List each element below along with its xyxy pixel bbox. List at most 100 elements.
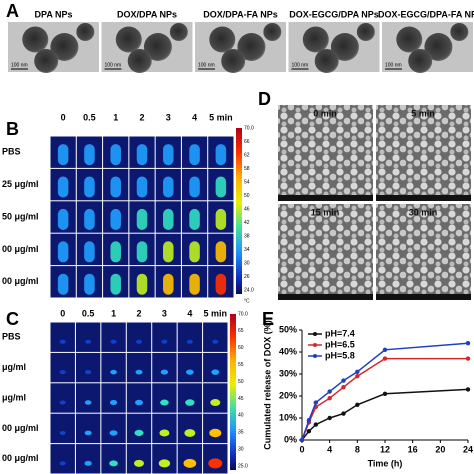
panel-label: B xyxy=(6,119,19,139)
hot-spot xyxy=(210,399,221,407)
column-label: 5 min xyxy=(204,308,228,318)
hot-spot xyxy=(160,369,169,375)
column-label: 3 xyxy=(162,308,167,318)
vial xyxy=(189,208,200,230)
x-tick-label: 8 xyxy=(355,444,360,454)
nanoparticle xyxy=(209,26,236,53)
nanoparticle xyxy=(330,33,359,61)
legend-marker xyxy=(313,354,317,358)
colorbar-label: 70.0 xyxy=(238,311,248,317)
thermal-cell xyxy=(152,413,177,444)
scale-label: 100 nm xyxy=(105,62,122,68)
hot-spot xyxy=(208,458,223,469)
vial xyxy=(215,241,227,263)
x-tick-label: 20 xyxy=(435,444,445,454)
thermal-cell xyxy=(203,413,228,444)
data-point xyxy=(355,374,360,379)
vial xyxy=(189,241,200,263)
hot-spot xyxy=(212,339,219,344)
x-tick-label: 4 xyxy=(327,444,332,454)
row-label: 50 μg/ml xyxy=(2,211,39,221)
scale-label: 100 nm xyxy=(292,62,309,68)
legend-label: pH=7.4 xyxy=(325,328,355,338)
nanoparticle xyxy=(143,33,172,61)
vial xyxy=(215,144,227,166)
nanoparticle xyxy=(302,26,329,53)
row-label: μg/ml xyxy=(2,392,26,402)
thermal-cell xyxy=(203,322,228,352)
hot-spot xyxy=(59,400,66,405)
vial xyxy=(189,176,200,198)
hot-spot xyxy=(183,458,197,468)
vial xyxy=(57,241,69,263)
vial xyxy=(163,273,174,295)
vial xyxy=(57,208,69,230)
hot-spot xyxy=(84,400,92,405)
vial xyxy=(110,208,121,230)
hot-spot xyxy=(211,369,220,375)
nanoparticle xyxy=(356,23,375,41)
scale-label: 100 nm xyxy=(198,62,215,68)
image-title: 0 min xyxy=(313,108,337,118)
hot-spot xyxy=(59,370,66,375)
vial xyxy=(136,241,148,263)
hot-spot xyxy=(84,460,92,466)
data-point xyxy=(465,387,471,392)
colorbar-label: 45 xyxy=(238,396,244,402)
sem-footer xyxy=(278,195,373,201)
row-label: 00 μg/ml xyxy=(2,453,39,463)
column-label: 5 min xyxy=(209,112,233,122)
vial xyxy=(215,208,227,230)
vial xyxy=(84,208,95,230)
image-title: DOX-EGCG/DPA-FA NP xyxy=(378,9,474,19)
data-point xyxy=(465,341,471,346)
thermal-cell xyxy=(50,413,75,444)
thermal-cell xyxy=(75,383,101,413)
hot-spot xyxy=(84,430,92,436)
colorbar-label: 25.0 xyxy=(238,463,248,469)
hot-spot xyxy=(186,339,193,344)
data-point xyxy=(465,356,471,361)
x-tick-label: 24 xyxy=(463,444,473,454)
vial xyxy=(215,273,227,295)
column-label: 1 xyxy=(111,308,116,318)
y-tick-label: 30% xyxy=(279,368,297,378)
sem-footer xyxy=(278,294,373,300)
scale-label: 100 nm xyxy=(11,62,28,68)
vial xyxy=(136,273,148,295)
hot-spot xyxy=(136,339,142,344)
nanoparticle xyxy=(408,49,433,73)
vial xyxy=(84,144,95,166)
thermal-cell xyxy=(50,444,75,474)
vial xyxy=(110,273,121,295)
y-tick-label: 10% xyxy=(279,412,297,422)
hot-spot xyxy=(109,430,118,436)
data-point xyxy=(306,429,312,434)
data-point xyxy=(382,356,388,361)
hot-spot xyxy=(134,429,144,437)
column-label: 2 xyxy=(139,112,144,122)
row-label: PBS xyxy=(2,147,21,157)
hot-spot xyxy=(110,339,117,344)
image-title: DOX/DPA-FA NPs xyxy=(203,9,278,19)
thermal-cell xyxy=(177,352,203,383)
vial xyxy=(163,208,174,230)
nanoparticle xyxy=(127,49,152,73)
image-title: 30 min xyxy=(409,207,438,217)
data-point xyxy=(382,391,388,396)
colorbar-label: 26 xyxy=(244,274,250,280)
colorbar-label: 55 xyxy=(238,362,244,368)
x-tick-label: 12 xyxy=(380,444,390,454)
vial xyxy=(163,176,174,198)
vial xyxy=(57,144,69,166)
hot-spot xyxy=(59,339,66,344)
x-axis-title: Time (h) xyxy=(368,458,403,468)
thermal-cell xyxy=(177,383,203,413)
nanoparticle xyxy=(424,33,453,61)
nanoparticle xyxy=(237,33,266,61)
row-label: μg/ml xyxy=(2,362,26,372)
colorbar-label: 54 xyxy=(244,179,250,185)
vial xyxy=(57,176,69,198)
vial xyxy=(110,241,121,263)
hot-spot xyxy=(161,339,168,344)
